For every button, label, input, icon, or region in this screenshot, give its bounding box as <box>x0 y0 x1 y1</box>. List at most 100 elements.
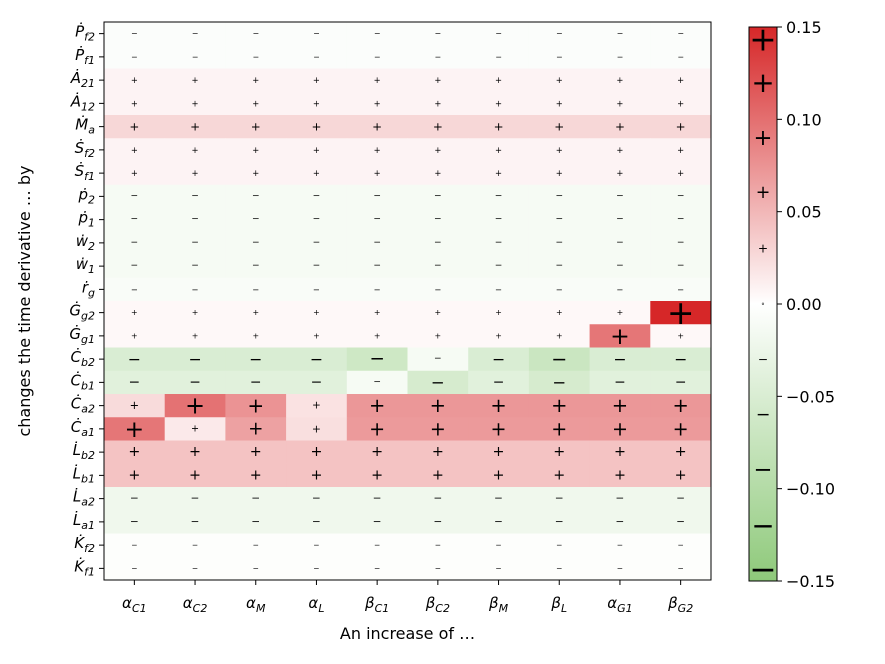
heatmap-cell <box>589 394 651 418</box>
heatmap-cell <box>346 370 408 395</box>
heatmap-cell <box>650 394 712 418</box>
heatmap-cell <box>407 254 469 279</box>
heatmap-cell <box>468 347 530 372</box>
cell-sign: − <box>313 29 320 38</box>
y-tick-label: ẇ1 <box>76 255 95 276</box>
heatmap-cell <box>225 231 287 255</box>
heatmap-cell <box>164 184 226 209</box>
cell-sign: + <box>131 145 138 155</box>
cell-sign: + <box>252 168 259 178</box>
cell-signs: − − − − − − − − − − − − − − − − − − − − + + + + + + + + + + + + + + + + + + + +… <box>124 29 694 573</box>
cell-sign: − <box>191 493 200 505</box>
heatmap-cell <box>286 91 348 116</box>
heatmap-cell <box>286 301 348 325</box>
cell-sign: − <box>677 261 685 271</box>
cell-sign: + <box>617 308 624 317</box>
cell-sign: + <box>313 98 320 108</box>
cell-sign: + <box>495 331 502 340</box>
heatmap-cell <box>407 22 469 46</box>
y-tick-label: Ġg2 <box>69 301 95 323</box>
heatmap-cell <box>528 184 590 209</box>
cell-sign: + <box>374 145 381 155</box>
cell-sign: + <box>495 145 502 155</box>
heatmap-cell <box>225 254 287 279</box>
heatmap-cell <box>528 533 590 558</box>
cell-sign: − <box>188 350 201 369</box>
heatmap-cell <box>104 301 166 325</box>
cell-sign: − <box>311 374 323 390</box>
heatmap-cell <box>104 68 166 93</box>
cell-sign: + <box>312 400 321 412</box>
x-axis-label: An increase of … <box>340 624 475 643</box>
cell-sign: − <box>373 493 382 505</box>
cell-sign: − <box>434 284 441 294</box>
cell-sign: + <box>495 75 502 85</box>
heatmap-cell <box>468 463 530 488</box>
heatmap-cell <box>164 115 226 139</box>
heatmap-cell <box>346 45 408 69</box>
heatmap-cell <box>589 324 651 348</box>
cell-sign: + <box>313 331 320 340</box>
cell-sign: − <box>556 284 563 294</box>
heatmap-cell <box>225 45 287 69</box>
heatmap-cell <box>589 115 651 139</box>
heatmap-cell <box>528 277 590 302</box>
heatmap-cell <box>346 91 408 116</box>
heatmap-cell <box>164 370 226 395</box>
heatmap-cell <box>286 440 348 465</box>
heatmap-cell <box>104 161 166 186</box>
cell-sign: − <box>131 564 137 573</box>
cell-sign: + <box>677 331 684 340</box>
x-tick-label: αG1 <box>607 594 632 615</box>
heatmap-cell <box>407 138 469 162</box>
cell-sign: − <box>374 541 380 550</box>
cell-sign: − <box>495 215 503 225</box>
cell-sign: + <box>313 168 320 178</box>
heatmap-cell <box>346 347 408 372</box>
cell-sign: − <box>617 52 624 61</box>
heatmap-cell <box>650 533 712 558</box>
y-tick-label: Ṗf2 <box>75 22 95 44</box>
cell-sign: + <box>430 394 446 417</box>
cell-sign: + <box>675 467 687 483</box>
heatmap-cell <box>164 91 226 116</box>
cell-sign: − <box>131 541 137 550</box>
heatmap-cell <box>286 184 348 209</box>
heatmap-cell <box>528 45 590 69</box>
heatmap-cell <box>468 208 530 232</box>
cell-sign: − <box>192 29 199 38</box>
cell-sign: + <box>677 98 684 108</box>
cell-sign: − <box>555 516 564 528</box>
cell-sign: − <box>555 215 563 225</box>
heatmap-cell <box>528 254 590 279</box>
cell-sign: + <box>189 467 201 483</box>
colorbar-sign: − <box>751 509 774 542</box>
heatmap-cell <box>589 254 651 279</box>
heatmap-cell <box>104 184 166 209</box>
heatmap-cell <box>468 440 530 465</box>
heatmap-cell <box>407 45 469 69</box>
heatmap-cell <box>164 417 226 441</box>
cell-sign: − <box>495 564 501 573</box>
heatmap-cell <box>528 487 590 511</box>
heatmap-cell <box>225 347 287 372</box>
heatmap-cell <box>164 161 226 186</box>
colorbar-tick-label: −0.15 <box>786 572 835 591</box>
x-tick-label: βC1 <box>364 594 389 615</box>
cell-sign: − <box>552 373 566 392</box>
cell-sign: + <box>495 308 502 317</box>
y-tick-label: Ċa2 <box>71 394 95 416</box>
cell-sign: + <box>435 308 442 317</box>
cell-sign: − <box>189 374 201 390</box>
cell-sign: + <box>185 392 205 420</box>
heatmap-cell <box>589 184 651 209</box>
colorbar-sign: ∘ <box>761 300 765 308</box>
cell-sign: − <box>131 215 139 225</box>
x-tick-label: αC1 <box>122 594 147 615</box>
cell-sign: + <box>616 75 623 85</box>
cell-sign: − <box>493 374 505 390</box>
cell-sign: + <box>131 75 138 85</box>
cell-sign: − <box>495 52 502 61</box>
cell-sign: − <box>310 350 323 369</box>
cell-sign: + <box>434 168 441 178</box>
